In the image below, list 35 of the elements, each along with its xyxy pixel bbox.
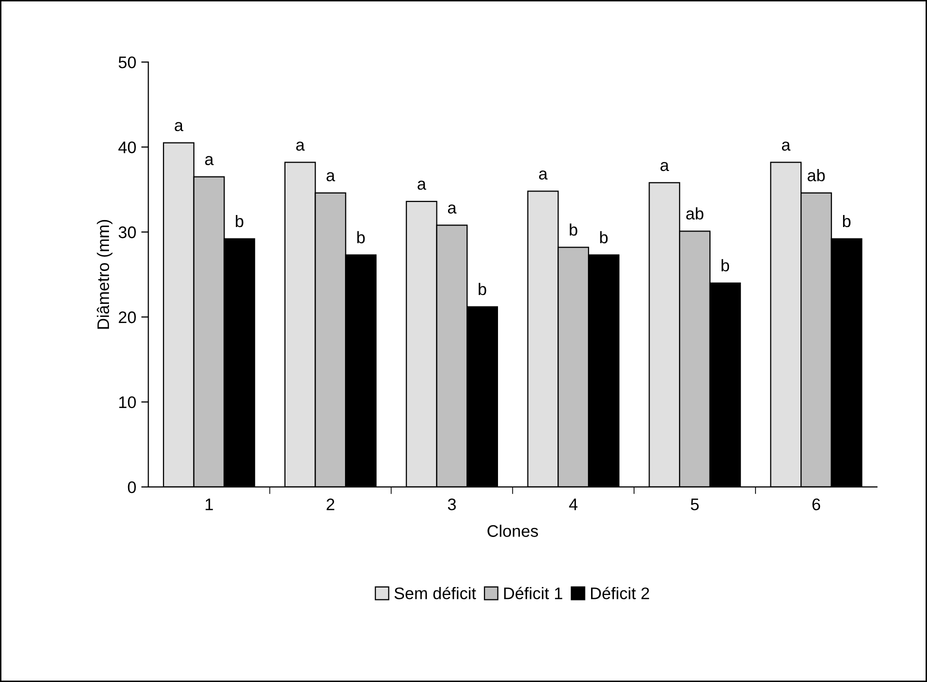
data-label: a <box>174 122 184 132</box>
x-tick-label: 5 <box>690 498 699 510</box>
y-tick-label: 40 <box>118 141 136 154</box>
y-axis-title: Diâmetro (mm) <box>96 220 112 329</box>
y-tick-label: 20 <box>118 311 136 324</box>
data-label: b <box>843 214 851 228</box>
data-label: b <box>357 231 365 244</box>
x-tick-label: 6 <box>812 498 820 510</box>
data-label: ab <box>686 207 704 220</box>
data-label: b <box>722 259 730 272</box>
data-label: a <box>660 162 670 172</box>
data-label: a <box>326 172 336 182</box>
data-label: b <box>570 223 578 236</box>
data-label: b <box>478 282 486 296</box>
data-label: a <box>782 142 790 151</box>
x-tick-label: 1 <box>206 498 213 510</box>
data-label: b <box>600 231 608 244</box>
data-label: ab <box>808 169 825 182</box>
x-tick-label: 3 <box>448 498 456 510</box>
x-tick-label: 4 <box>569 498 578 510</box>
data-label: a <box>205 156 214 166</box>
data-label: b <box>236 214 244 228</box>
data-label: a <box>448 204 457 214</box>
data-label: a <box>296 142 305 151</box>
legend-label: Sem déficit <box>394 586 476 600</box>
data-label: a <box>418 180 426 190</box>
legend-label: Déficit 2 <box>591 586 650 600</box>
data-label: a <box>539 170 548 180</box>
y-tick-label: 0 <box>128 481 136 494</box>
x-tick-label: 2 <box>326 498 334 510</box>
legend-label: Déficit 1 <box>504 586 562 600</box>
y-tick-label: 30 <box>118 226 136 238</box>
y-tick-label: 50 <box>118 56 136 68</box>
y-tick-label: 10 <box>119 396 136 408</box>
x-axis-title: Clones <box>488 524 538 537</box>
